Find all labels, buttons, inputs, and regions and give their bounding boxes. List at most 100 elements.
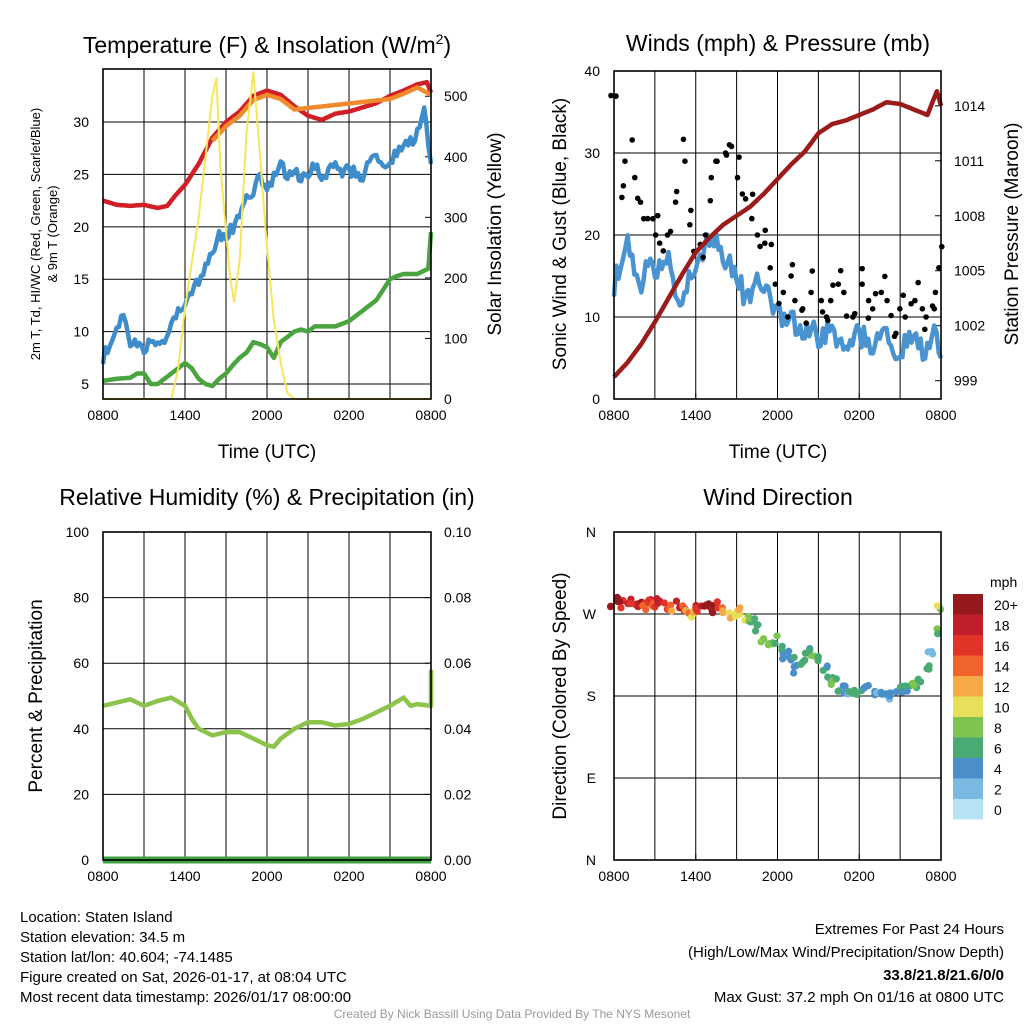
legend-title: mph <box>990 574 1017 590</box>
right-tick-label: 0.08 <box>444 590 471 606</box>
footer-recent: Most recent data timestamp: 2026/01/17 0… <box>20 989 351 1006</box>
x-tick-label: 2000 <box>762 407 793 423</box>
legend-label: 2 <box>994 782 1002 798</box>
x-tick-label: 0800 <box>925 407 956 423</box>
direction-point <box>832 675 840 683</box>
right-tick-label: 0.00 <box>444 852 471 868</box>
gust-point <box>852 310 858 317</box>
panel-1: 0800 1400 2000 0200 080001020304099910021005… <box>584 63 985 423</box>
y-tick-label: 20 <box>73 786 89 802</box>
gust-point <box>772 281 779 288</box>
gust-point <box>841 289 847 296</box>
gust-point <box>667 228 674 235</box>
gust-point <box>915 279 921 286</box>
gust-point <box>707 197 714 204</box>
gust-point <box>640 215 647 222</box>
direction-point <box>617 604 625 612</box>
y-tick-label: E <box>587 770 596 786</box>
gust-point <box>631 174 638 181</box>
gust-point <box>865 315 872 321</box>
gust-point <box>859 265 865 272</box>
x-tick-label: 2000 <box>251 407 282 423</box>
gust-point <box>749 191 756 198</box>
9m-t-line <box>210 85 433 143</box>
gust-point <box>865 297 872 304</box>
gust-point <box>872 290 879 297</box>
legend-swatch <box>953 594 983 615</box>
right-tick-label: 400 <box>444 149 468 165</box>
gust-point <box>654 212 661 219</box>
gust-point <box>637 199 644 205</box>
gust-point <box>767 265 774 271</box>
legend-label: 10 <box>994 700 1010 716</box>
direction-point <box>790 653 798 661</box>
legend-swatch <box>953 676 983 697</box>
direction-panel-title: Wind Direction <box>703 484 853 510</box>
direction-point <box>806 646 814 654</box>
right-tick-label: 0.04 <box>444 721 471 737</box>
gust-point <box>620 183 627 189</box>
direction-point <box>798 658 807 666</box>
gust-point <box>608 92 614 99</box>
gust-point <box>792 297 798 304</box>
gust-point <box>714 158 720 165</box>
temp-ylabel-2: & 9m T (Orange) <box>45 185 60 282</box>
x-tick-label: 0200 <box>333 868 364 884</box>
y-tick-label: 40 <box>73 721 89 737</box>
direction-point <box>753 621 761 629</box>
direction-point <box>736 604 744 612</box>
temp-ylabel-1: 2m T, Td, HI/WC (Red, Green, Scarlet/Blu… <box>28 108 43 360</box>
direction-point <box>725 609 733 617</box>
direction-point <box>933 602 942 610</box>
gust-point <box>923 314 929 320</box>
y-tick-label: 20 <box>584 227 600 243</box>
direction-point <box>886 689 894 697</box>
legend-label: 6 <box>994 741 1002 757</box>
plot-frame <box>613 70 942 400</box>
panel-2: 0800 1400 2000 0200 08000204060801000.000.02… <box>66 524 472 884</box>
y-tick-label: 0 <box>81 852 89 868</box>
gust-point <box>754 232 761 238</box>
legend-label: 0 <box>994 802 1002 818</box>
x-tick-label: 1400 <box>169 868 200 884</box>
legend-swatch <box>953 655 983 676</box>
y-tick-label: 100 <box>66 524 90 540</box>
right-tick-label: 999 <box>954 373 978 389</box>
temp-ylabel-right: Solar Insolation (Yellow) <box>485 132 506 335</box>
gust-point <box>734 174 741 181</box>
gust-point <box>799 306 806 312</box>
gust-point <box>843 313 850 319</box>
gust-point <box>931 306 938 312</box>
max-gust: Max Gust: 37.2 mph On 01/16 at 0800 UTC <box>714 989 1004 1006</box>
gust-point <box>619 194 625 201</box>
direction-point <box>914 675 922 683</box>
direction-point <box>760 635 768 643</box>
direction-point <box>862 682 870 691</box>
y-tick-label: 40 <box>584 63 600 79</box>
td-line <box>102 231 434 389</box>
direction-point <box>607 602 615 610</box>
gust-point <box>884 297 890 304</box>
gust-point <box>739 191 746 197</box>
gust-point <box>634 195 641 202</box>
direction-point <box>901 682 909 690</box>
x-tick-label: 1400 <box>680 407 711 423</box>
gust-point <box>808 289 814 296</box>
wind-xlabel: Time (UTC) <box>729 442 828 463</box>
gust-point <box>891 333 898 340</box>
panel-0: 0800 1400 2000 0200 080051015202530010020030… <box>73 68 468 423</box>
right-tick-label: 0 <box>444 391 452 407</box>
x-tick-label: 0800 <box>87 868 118 884</box>
y-tick-label: N <box>586 524 596 540</box>
direction-point <box>773 632 781 640</box>
right-tick-label: 0.10 <box>444 524 471 540</box>
x-tick-label: 1400 <box>680 868 711 884</box>
legend-swatch <box>953 758 983 779</box>
gust-point <box>776 300 782 307</box>
gust-point <box>837 267 844 274</box>
right-tick-label: 1005 <box>954 263 985 279</box>
gust-point <box>652 232 659 238</box>
direction-point <box>790 669 798 677</box>
y-tick-label: 10 <box>73 324 89 340</box>
